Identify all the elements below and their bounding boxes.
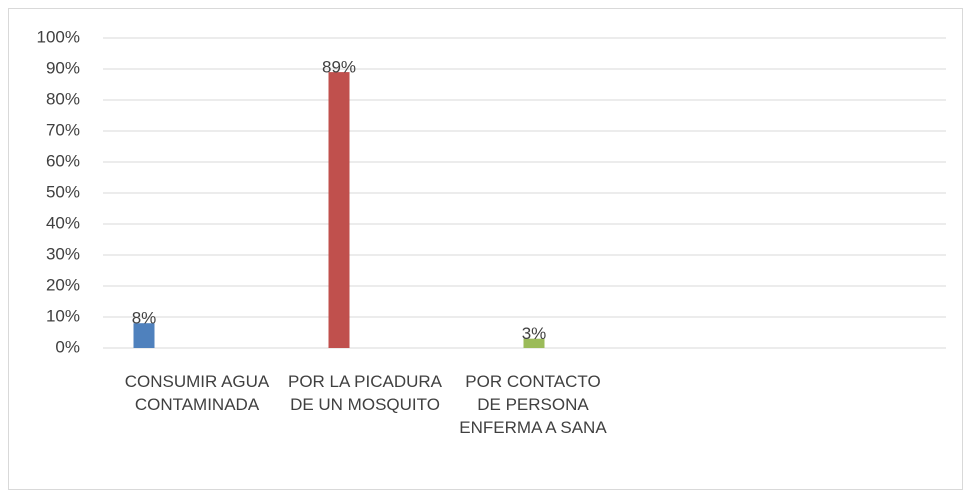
y-tick-label: 20% — [46, 275, 80, 294]
bar — [328, 72, 350, 348]
data-label: 89% — [322, 58, 356, 77]
bar — [133, 323, 155, 348]
y-tick-label: 100% — [37, 27, 80, 46]
y-tick-label: 50% — [46, 182, 80, 201]
y-tick-label: 90% — [46, 58, 80, 77]
y-tick-label: 60% — [46, 151, 80, 170]
x-tick-label: CONSUMIR AGUA CONTAMINADA — [124, 372, 270, 414]
data-label: 3% — [522, 324, 547, 343]
x-tick-label: POR LA PICADURA DE UN MOSQUITO — [288, 372, 442, 414]
y-tick-label: 70% — [46, 120, 80, 139]
data-label: 8% — [132, 309, 157, 328]
y-tick-label: 0% — [55, 337, 80, 356]
y-tick-label: 10% — [46, 306, 80, 325]
chart-frame — [8, 8, 963, 490]
y-tick-label: 80% — [46, 89, 80, 108]
x-tick-label: POR CONTACTO DE PERSONA ENFERMA A SANA — [459, 372, 607, 437]
y-tick-label: 30% — [46, 244, 80, 263]
bar — [523, 338, 545, 348]
y-tick-label: 40% — [46, 213, 80, 232]
